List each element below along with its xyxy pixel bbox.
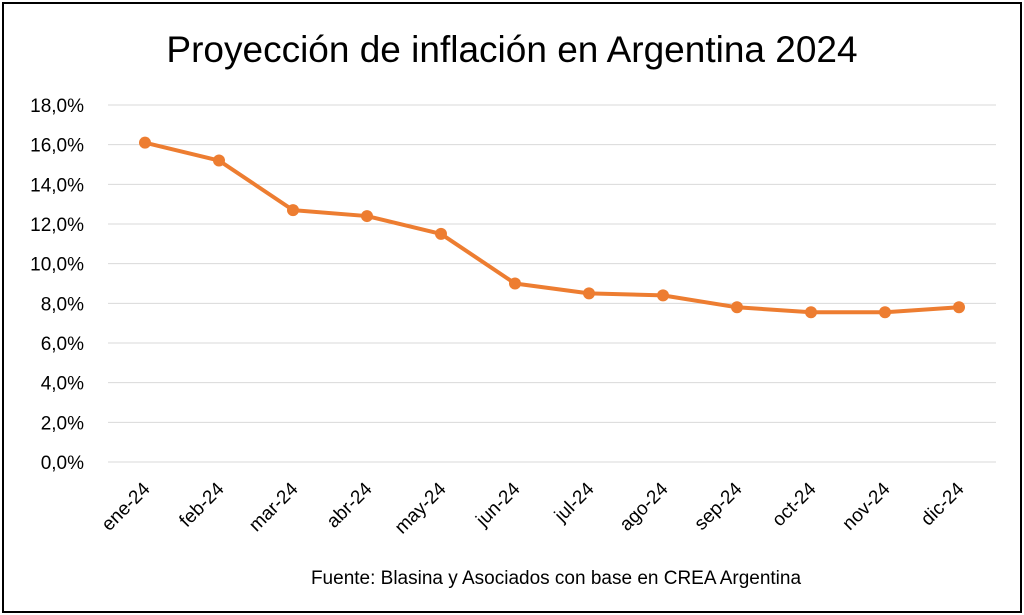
- x-tick-label: mar-24: [245, 478, 303, 536]
- data-point: [287, 204, 299, 217]
- x-tick-label: may-24: [391, 478, 451, 538]
- y-tick-label: 14,0%: [30, 175, 84, 196]
- data-point: [213, 154, 225, 167]
- data-point: [805, 306, 817, 319]
- chart-source: Fuente: Blasina y Asociados con base en …: [311, 568, 802, 589]
- series-line: [143, 140, 961, 315]
- data-point: [657, 289, 669, 302]
- chart-title: Proyección de inflación en Argentina 202…: [166, 29, 857, 70]
- y-tick-label: 6,0%: [41, 334, 84, 355]
- x-tick-label: ago-24: [616, 478, 673, 535]
- data-point: [583, 287, 595, 300]
- y-tick-label: 10,0%: [30, 255, 84, 276]
- data-point: [879, 306, 891, 319]
- x-tick-label: dic-24: [917, 478, 969, 530]
- data-point: [139, 136, 151, 149]
- x-tick-label: sep-24: [691, 478, 747, 534]
- series: [139, 136, 965, 319]
- x-tick-label: abr-24: [323, 478, 377, 532]
- x-tick-label: jul-24: [550, 478, 599, 527]
- y-tick-label: 2,0%: [41, 413, 84, 434]
- y-tick-label: 12,0%: [30, 215, 84, 236]
- x-tick-label: ene-24: [98, 478, 155, 535]
- y-tick-label: 0,0%: [41, 453, 84, 474]
- y-tick-label: 18,0%: [30, 96, 84, 117]
- y-axis-ticks: 0,0% 2,0% 4,0% 6,0% 8,0% 10,0% 12,0% 14,0% 16,0%…: [30, 96, 84, 474]
- x-tick-label: nov-24: [839, 478, 895, 534]
- data-point: [435, 227, 447, 240]
- x-tick-label: oct-24: [768, 478, 820, 530]
- data-point: [361, 210, 373, 223]
- data-point: [953, 301, 965, 314]
- x-axis-ticks: ene-24 feb-24 mar-24 abr-24 may-24 jun-24 jul-…: [98, 478, 969, 538]
- x-tick-label: feb-24: [176, 478, 229, 531]
- y-tick-label: 16,0%: [30, 136, 84, 157]
- gridlines: [108, 104, 996, 463]
- data-point: [509, 277, 521, 290]
- y-tick-label: 4,0%: [41, 374, 84, 395]
- y-tick-label: 8,0%: [41, 294, 84, 315]
- data-point: [731, 301, 743, 314]
- x-tick-label: jun-24: [472, 478, 525, 531]
